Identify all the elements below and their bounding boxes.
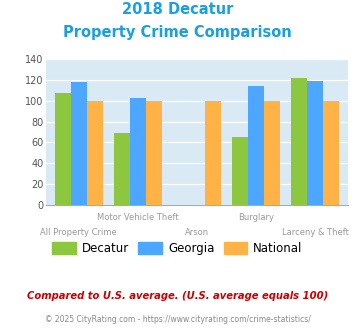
Text: Motor Vehicle Theft: Motor Vehicle Theft — [97, 213, 179, 222]
Bar — [205, 101, 221, 205]
Bar — [87, 101, 103, 205]
Bar — [291, 78, 307, 205]
Bar — [232, 137, 248, 205]
Legend: Decatur, Georgia, National: Decatur, Georgia, National — [48, 237, 307, 260]
Text: All Property Crime: All Property Crime — [40, 228, 117, 237]
Text: © 2025 CityRating.com - https://www.cityrating.com/crime-statistics/: © 2025 CityRating.com - https://www.city… — [45, 315, 310, 324]
Bar — [248, 86, 264, 205]
Bar — [146, 101, 162, 205]
Text: Compared to U.S. average. (U.S. average equals 100): Compared to U.S. average. (U.S. average … — [27, 291, 328, 301]
Text: Arson: Arson — [185, 228, 209, 237]
Bar — [114, 133, 130, 205]
Text: Larceny & Theft: Larceny & Theft — [282, 228, 349, 237]
Text: Property Crime Comparison: Property Crime Comparison — [63, 25, 292, 40]
Bar — [323, 101, 339, 205]
Bar — [130, 98, 146, 205]
Bar — [71, 82, 87, 205]
Bar — [264, 101, 280, 205]
Bar — [55, 93, 71, 205]
Text: Burglary: Burglary — [238, 213, 274, 222]
Text: 2018 Decatur: 2018 Decatur — [122, 2, 233, 16]
Bar — [307, 81, 323, 205]
